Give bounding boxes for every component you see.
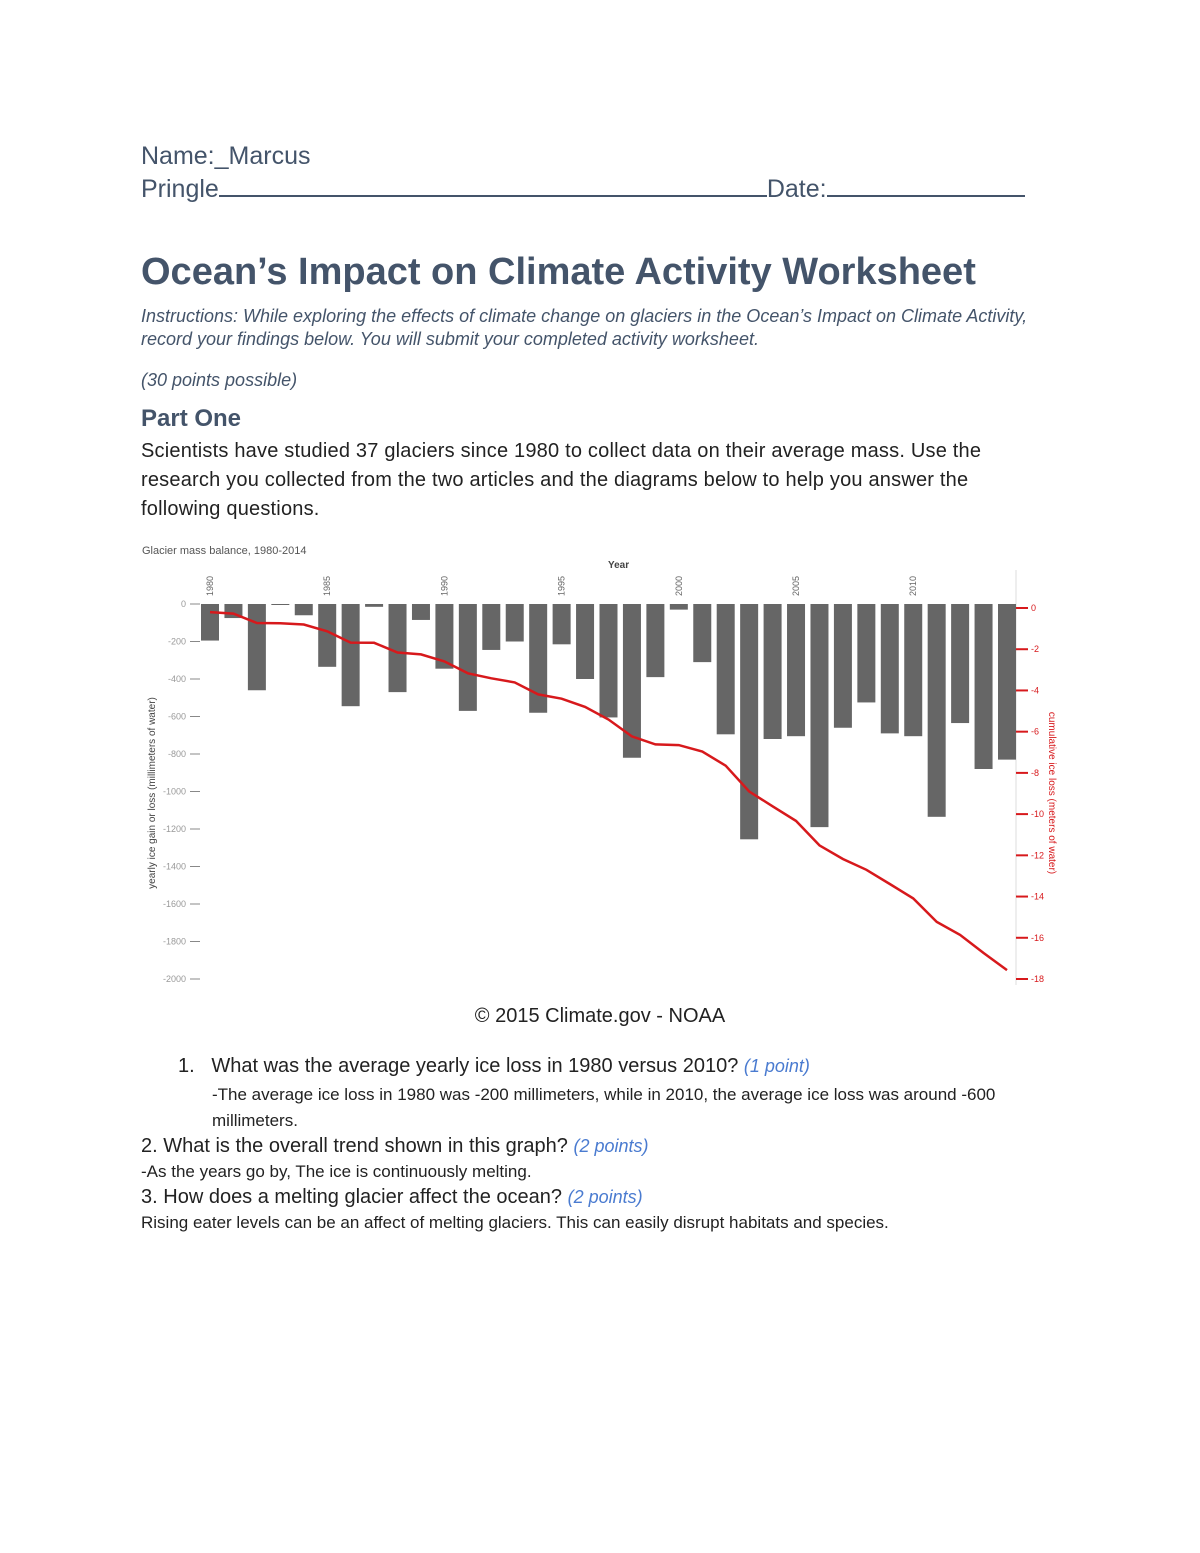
bar-2010 bbox=[904, 604, 923, 737]
points-possible: (30 points possible) bbox=[141, 370, 298, 390]
question-text: What is the overall trend shown in this … bbox=[163, 1135, 568, 1157]
y2-tick-label: -6 bbox=[1031, 727, 1039, 737]
bar-2005 bbox=[787, 604, 806, 737]
question-3: 3. How does a melting glacier affect the… bbox=[141, 1186, 643, 1209]
part-one-intro: Scientists have studied 37 glaciers sinc… bbox=[141, 440, 982, 520]
bar-1997 bbox=[599, 604, 618, 718]
bar-2001 bbox=[693, 604, 712, 663]
x-tick-label: 2005 bbox=[791, 576, 801, 596]
bar-2009 bbox=[880, 604, 899, 734]
y2-axis-label: cumulative ice loss (meters of water) bbox=[1046, 712, 1057, 874]
bar-2007 bbox=[833, 604, 852, 728]
x-axis-label: Year bbox=[608, 560, 629, 571]
question-number: 2. bbox=[141, 1135, 158, 1157]
bar-2013 bbox=[974, 604, 993, 769]
glacier-chart: Glacier mass balance, 1980-2014 Year yea… bbox=[142, 545, 1057, 985]
answer-2[interactable]: -As the years go by, The ice is continuo… bbox=[141, 1162, 532, 1181]
y-tick-label: -200 bbox=[168, 637, 186, 647]
y-tick-label: -1200 bbox=[163, 824, 186, 834]
x-tick-label: 2010 bbox=[908, 576, 918, 596]
bar-2012 bbox=[951, 604, 970, 724]
name-field-line[interactable]: Pringle Date: bbox=[141, 175, 1025, 204]
y-tick-label: -1000 bbox=[163, 787, 186, 797]
bar-1982 bbox=[247, 604, 266, 691]
y2-tick-label: -12 bbox=[1031, 850, 1044, 860]
bar-2014 bbox=[998, 604, 1016, 760]
bar-1988 bbox=[388, 604, 407, 693]
y2-tick-label: 0 bbox=[1031, 603, 1036, 613]
chart-title: Glacier mass balance, 1980-2014 bbox=[142, 545, 306, 557]
bar-1989 bbox=[411, 604, 430, 620]
y-tick-label: -1600 bbox=[163, 899, 186, 909]
cumulative-loss-line bbox=[209, 610, 1008, 972]
question-points: (2 points) bbox=[567, 1187, 643, 1207]
question-points: (1 point) bbox=[743, 1056, 810, 1076]
bar-2006 bbox=[810, 604, 829, 828]
bar-1991 bbox=[458, 604, 477, 711]
bar-1994 bbox=[529, 604, 548, 713]
question-number: 3. bbox=[141, 1186, 158, 1208]
name-underline bbox=[218, 177, 767, 197]
bar-1992 bbox=[482, 604, 501, 650]
y2-tick-label: -18 bbox=[1031, 974, 1044, 984]
y-tick-label: -600 bbox=[168, 712, 186, 722]
bar-2002 bbox=[716, 604, 735, 735]
y2-tick-label: -14 bbox=[1031, 892, 1044, 902]
y2-tick-label: -16 bbox=[1031, 933, 1044, 943]
part-one-heading: Part One bbox=[141, 405, 242, 432]
bar-1999 bbox=[646, 604, 665, 678]
bar-1985 bbox=[318, 604, 337, 667]
answer-1[interactable]: -The average ice loss in 1980 was -200 m… bbox=[212, 1085, 996, 1130]
name-continuation: Pringle bbox=[141, 175, 219, 203]
x-tick-label: 1995 bbox=[557, 576, 567, 596]
bar-2011 bbox=[927, 604, 946, 817]
bar-1995 bbox=[552, 604, 571, 645]
bar-1986 bbox=[341, 604, 360, 707]
bar-1987 bbox=[365, 604, 384, 607]
bar-1980 bbox=[201, 604, 219, 641]
bar-1983 bbox=[271, 604, 290, 605]
bar-2008 bbox=[857, 604, 876, 703]
name-label: Name:_Marcus bbox=[141, 142, 311, 170]
bar-2003 bbox=[740, 604, 759, 840]
y-tick-label: -1400 bbox=[163, 862, 186, 872]
bar-2000 bbox=[669, 604, 688, 610]
y2-tick-label: -8 bbox=[1031, 768, 1039, 778]
x-tick-label: 2000 bbox=[674, 576, 684, 596]
bar-2004 bbox=[763, 604, 782, 739]
y2-tick-label: -4 bbox=[1031, 685, 1039, 695]
bar-1993 bbox=[505, 604, 524, 642]
x-tick-label: 1985 bbox=[322, 576, 332, 596]
y-tick-label: 0 bbox=[181, 599, 186, 609]
x-tick-label: 1990 bbox=[439, 576, 449, 596]
question-points: (2 points) bbox=[573, 1136, 649, 1156]
y2-tick-label: -10 bbox=[1031, 809, 1044, 819]
chart-credit: © 2015 Climate.gov - NOAA bbox=[474, 1005, 726, 1027]
answer-3[interactable]: Rising eater levels can be an affect of … bbox=[141, 1213, 889, 1232]
question-1: 1. What was the average yearly ice loss … bbox=[178, 1055, 810, 1078]
y-tick-label: -2000 bbox=[163, 974, 186, 984]
instructions: Instructions: While exploring the effect… bbox=[141, 306, 1028, 349]
y-tick-label: -800 bbox=[168, 749, 186, 759]
x-tick-label: 1980 bbox=[205, 576, 215, 596]
question-2: 2. What is the overall trend shown in th… bbox=[141, 1135, 649, 1158]
y-tick-label: -400 bbox=[168, 674, 186, 684]
bar-1984 bbox=[294, 604, 313, 616]
bar-1990 bbox=[435, 604, 454, 669]
page-title: Ocean’s Impact on Climate Activity Works… bbox=[141, 251, 976, 293]
date-underline[interactable] bbox=[826, 177, 1025, 197]
bar-1998 bbox=[622, 604, 641, 758]
bar-1996 bbox=[576, 604, 595, 679]
question-number: 1. bbox=[178, 1055, 195, 1077]
date-label: Date: bbox=[766, 175, 827, 203]
question-text: What was the average yearly ice loss in … bbox=[211, 1055, 739, 1077]
y-axis-label: yearly ice gain or loss (millimeters of … bbox=[147, 697, 158, 889]
y2-tick-label: -2 bbox=[1031, 644, 1039, 654]
question-text: How does a melting glacier affect the oc… bbox=[163, 1186, 563, 1208]
y-tick-label: -1800 bbox=[163, 937, 186, 947]
